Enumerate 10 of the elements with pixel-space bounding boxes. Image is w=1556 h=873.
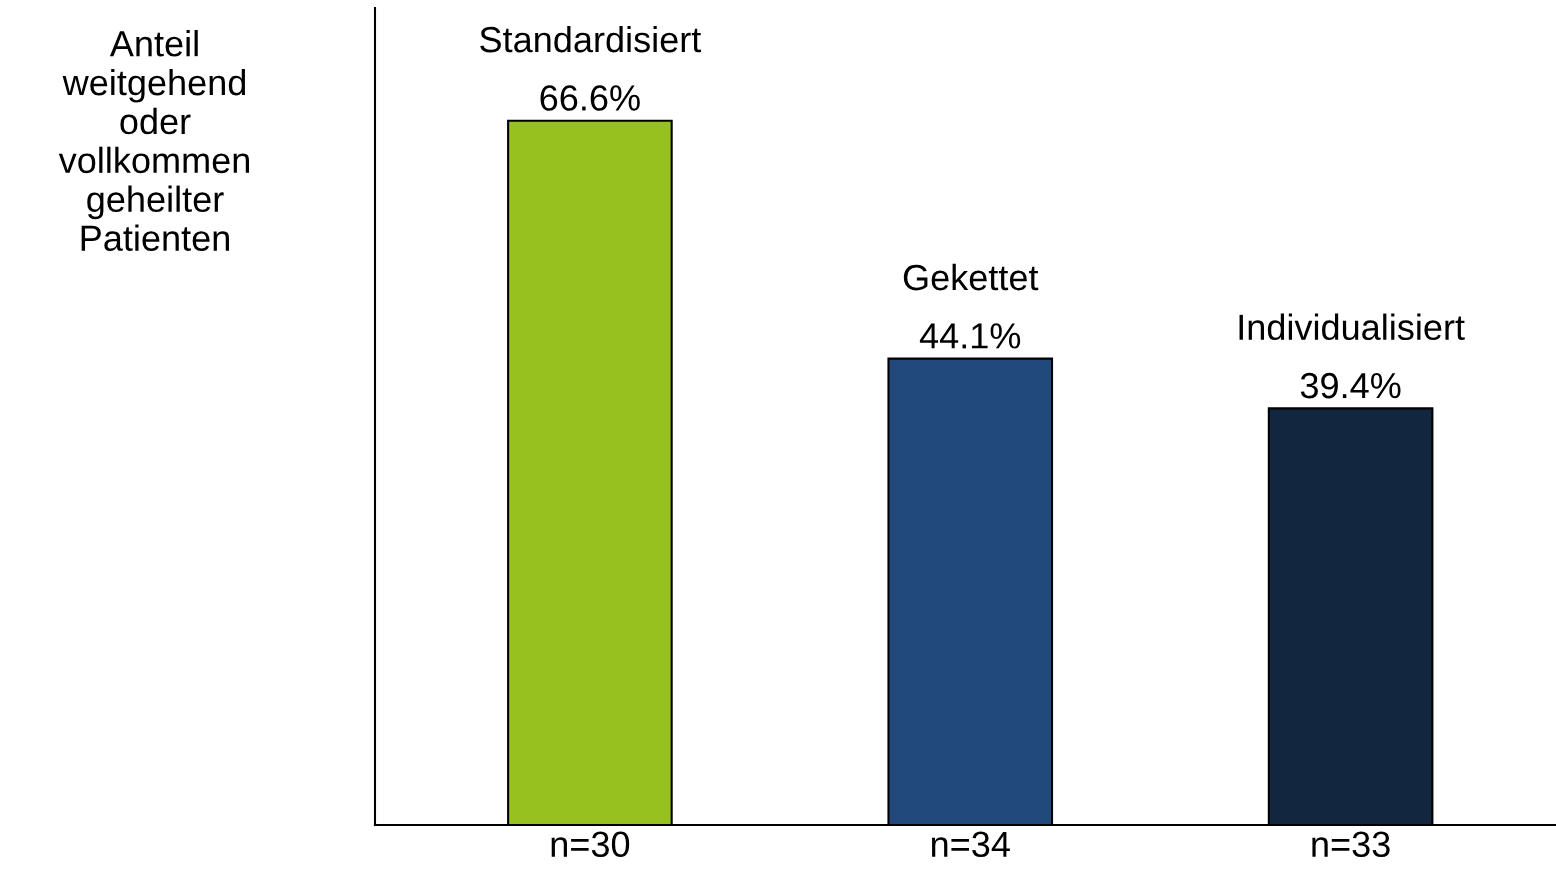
- x-tick-label: n=30: [551, 831, 630, 858]
- y-axis-title: Anteil weitgehend oder vollkommen geheilter Patienten: [58, 30, 249, 252]
- data-label: 44.1%: [919, 323, 1021, 349]
- x-tick-label: n=33: [1312, 831, 1390, 858]
- x-tick-label: n=34: [931, 831, 1010, 858]
- data-label: 39.4%: [1300, 372, 1401, 399]
- annotation: Gekettet: [903, 263, 1039, 291]
- data-label: 66.6%: [540, 85, 640, 111]
- annotation: Standardisiert: [480, 25, 702, 53]
- annotation: Individualisiert: [1239, 313, 1465, 341]
